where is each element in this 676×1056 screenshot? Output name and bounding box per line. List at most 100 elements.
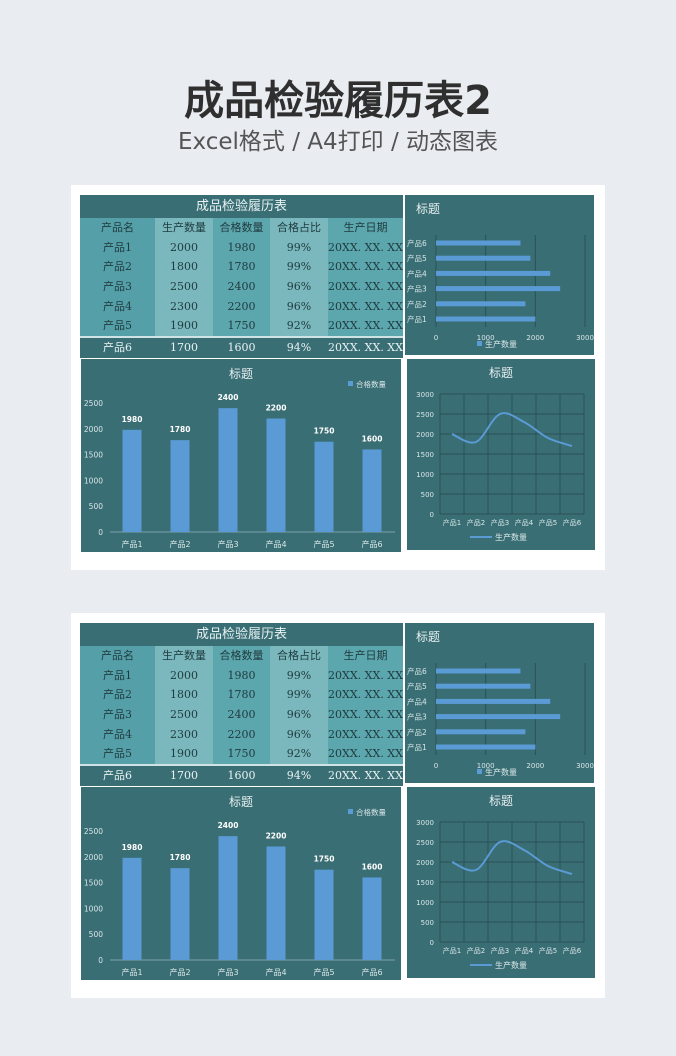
table-cell: 20XX. XX. XX	[328, 296, 403, 317]
table-cell: 产品3	[80, 705, 155, 725]
tick-label: 1000	[416, 471, 434, 479]
category-label: 产品5	[539, 946, 557, 955]
table-cell: 20XX. XX. XX	[328, 665, 403, 686]
tick-label: 2000	[416, 431, 434, 439]
column-chart: 标题 合格数量 0 500 1000 1500 2000 2500 1980 产品1 1780 产品2…	[81, 787, 401, 980]
tick-label: 2500	[416, 411, 434, 419]
table-row: 产品5 1900 1750 92% 20XX. XX. XX	[80, 316, 403, 337]
column-chart: 标题 合格数量 0 500 1000 1500 2000 2500 1980 产品1 1780 产品2…	[81, 359, 401, 552]
data-label: 2400	[218, 393, 239, 402]
table-cell: 1780	[213, 685, 270, 706]
category-label: 产品2	[169, 967, 190, 977]
category-label: 产品3	[217, 539, 238, 549]
series-line	[451, 412, 573, 447]
table-cell: 99%	[270, 237, 328, 258]
bar	[218, 408, 238, 532]
table-cell: 20XX. XX. XX	[328, 316, 403, 337]
bar	[436, 286, 561, 292]
bar	[362, 449, 382, 532]
category-label: 产品3	[217, 967, 238, 977]
table-cell: 产品1	[80, 237, 155, 258]
chart-title: 标题	[489, 794, 513, 808]
inspection-table: 成品检验履历表 产品名 生产数量 合格数量 合格占比 生产日期 产品1 2000 1…	[80, 623, 403, 786]
table-cell: 20XX. XX. XX	[328, 277, 403, 297]
table-cell: 2500	[155, 705, 213, 725]
legend-label: 生产数量	[485, 339, 517, 349]
legend-swatch	[348, 381, 353, 386]
table-cell: 1980	[213, 665, 270, 686]
bar	[266, 418, 286, 532]
tick-label: 0	[434, 334, 438, 342]
table-title: 成品检验履历表	[80, 195, 403, 218]
category-label: 产品6	[407, 238, 427, 248]
category-label: 产品1	[121, 967, 142, 977]
table-cell: 1700	[155, 338, 213, 358]
page-subtitle: Excel格式 / A4打印 / 动态图表	[177, 129, 499, 155]
table-cell: 2400	[213, 277, 270, 297]
sheet-preview: 成品检验履历表 产品名 生产数量 合格数量 合格占比 生产日期 产品1 2000 1…	[71, 185, 605, 570]
tick-label: 0	[98, 528, 103, 537]
table-row: 产品6 1700 1600 94% 20XX. XX. XX	[80, 764, 403, 786]
col-header: 生产日期	[328, 646, 403, 666]
table-header: 产品名 生产数量 合格数量 合格占比 生产日期	[80, 218, 403, 238]
category-label: 产品2	[169, 539, 190, 549]
category-label: 产品6	[563, 946, 582, 955]
tick-label: 2000	[84, 425, 103, 434]
legend-swatch	[348, 809, 353, 814]
table-title: 成品检验履历表	[80, 623, 403, 646]
inspection-table: 成品检验履历表 产品名 生产数量 合格数量 合格占比 生产日期 产品1 2000 1…	[80, 195, 403, 358]
table-row: 产品4 2300 2200 96% 20XX. XX. XX	[80, 724, 403, 745]
table-cell: 96%	[270, 296, 328, 317]
category-label: 产品4	[407, 268, 427, 278]
col-header: 合格数量	[213, 646, 270, 666]
category-label: 产品4	[265, 967, 286, 977]
bar	[436, 744, 536, 750]
bar	[314, 441, 334, 532]
table-cell: 94%	[270, 338, 328, 358]
tick-label: 2000	[526, 762, 544, 770]
table-cell: 1600	[213, 766, 270, 786]
bar	[436, 270, 551, 276]
col-header: 生产数量	[155, 646, 213, 666]
tick-label: 1500	[84, 879, 103, 888]
table-cell: 96%	[270, 705, 328, 725]
table-cell: 产品3	[80, 277, 155, 297]
chart-title: 标题	[416, 630, 440, 644]
legend-swatch	[477, 341, 482, 346]
bar	[122, 429, 142, 532]
horizontal-bar-chart: 标题 0 1000 2000 3000 产品1 产品2 产品3 产品4 产品5 产品6 生产数量	[405, 623, 594, 783]
bar	[218, 836, 238, 960]
table-cell: 2000	[155, 237, 213, 258]
category-label: 产品4	[515, 518, 534, 527]
category-label: 产品2	[467, 518, 485, 527]
legend-swatch	[477, 769, 482, 774]
bar	[436, 683, 531, 689]
bar	[436, 316, 536, 322]
table-cell: 20XX. XX. XX	[328, 724, 403, 745]
tick-label: 2500	[416, 839, 434, 847]
table-cell: 1750	[213, 316, 270, 337]
table-row: 产品2 1800 1780 99% 20XX. XX. XX	[80, 257, 403, 278]
legend-label: 生产数量	[495, 532, 527, 542]
tick-label: 0	[430, 511, 434, 519]
category-label: 产品4	[407, 696, 427, 706]
table-cell: 94%	[270, 766, 328, 786]
bar	[436, 698, 551, 704]
table-cell: 20XX. XX. XX	[328, 744, 403, 765]
table-cell: 产品6	[80, 338, 155, 358]
tick-label: 1000	[84, 476, 103, 485]
table-cell: 99%	[270, 257, 328, 278]
bar	[314, 869, 334, 960]
table-cell: 96%	[270, 724, 328, 745]
category-label: 产品2	[407, 727, 427, 737]
table-cell: 20XX. XX. XX	[328, 237, 403, 258]
tick-label: 2500	[84, 399, 103, 408]
tick-label: 0	[434, 762, 438, 770]
category-label: 产品1	[407, 314, 427, 324]
tick-label: 0	[430, 939, 434, 947]
data-label: 1600	[362, 862, 383, 871]
table-row: 产品2 1800 1780 99% 20XX. XX. XX	[80, 685, 403, 706]
bar	[436, 668, 521, 674]
legend-label: 合格数量	[356, 379, 386, 389]
chart-title: 标题	[229, 795, 253, 809]
